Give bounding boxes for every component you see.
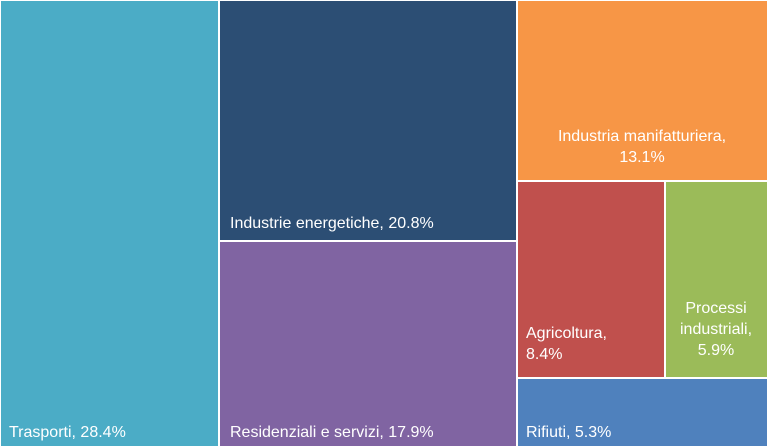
treemap-tile-label: Trasporti, 28.4%	[9, 424, 126, 441]
treemap-tile-rifiuti: Rifiuti, 5.3%	[517, 378, 768, 447]
treemap-tile-agricoltura: Agricoltura, 8.4%	[517, 181, 665, 378]
treemap-tile-label: Industrie energetiche, 20.8%	[230, 215, 434, 232]
treemap-tile-processi-industriali: Processi industriali, 5.9%	[665, 181, 768, 378]
treemap-tile-industrie-energetiche: Industrie energetiche, 20.8%	[219, 0, 517, 241]
treemap-tile-label: Residenziali e servizi, 17.9%	[230, 424, 434, 441]
treemap-tile-trasporti: Trasporti, 28.4%	[0, 0, 219, 447]
treemap-tile-residenziali-e-servizi: Residenziali e servizi, 17.9%	[219, 241, 517, 447]
treemap-tile-label: Agricoltura, 8.4%	[526, 325, 607, 363]
treemap-tile-label: Rifiuti, 5.3%	[526, 424, 612, 441]
treemap-tile-label: Industria manifatturiera, 13.1%	[557, 128, 727, 166]
treemap-tile-industria-manifatturiera: Industria manifatturiera, 13.1%	[517, 0, 768, 181]
treemap-tile-label: Processi industriali, 5.9%	[679, 300, 753, 359]
